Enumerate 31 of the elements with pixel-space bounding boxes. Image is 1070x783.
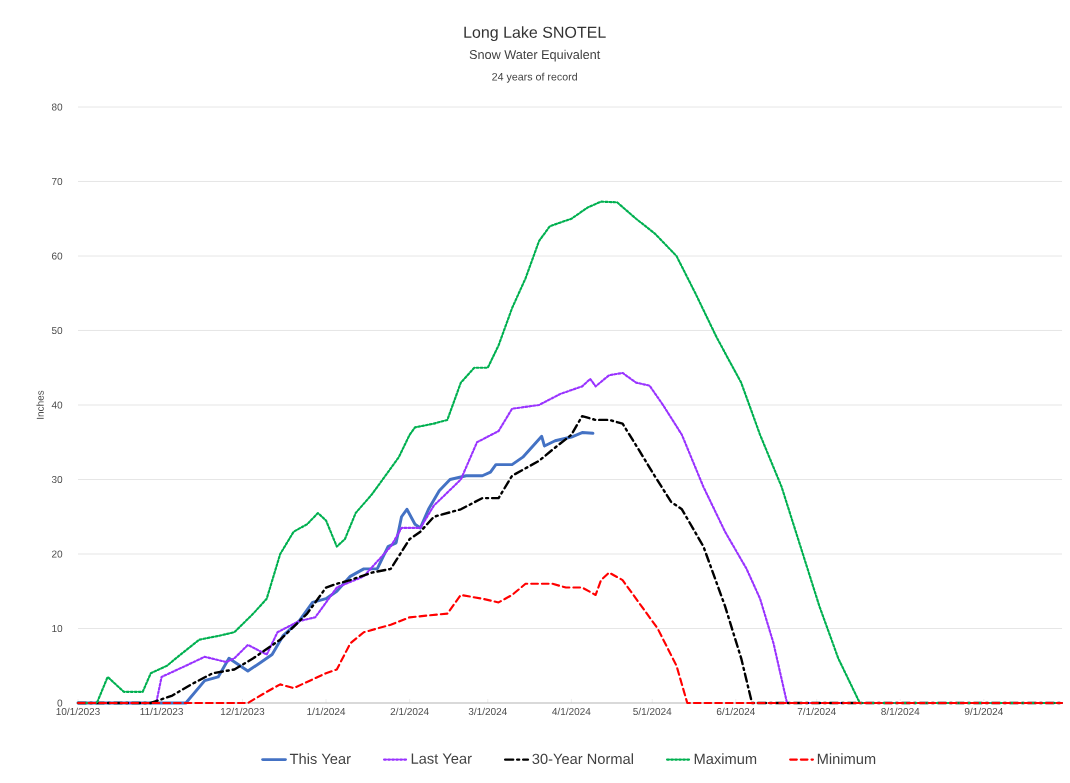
x-tick-label: 2/1/2024 — [390, 707, 429, 716]
x-tick-label: 7/1/2024 — [797, 707, 836, 716]
y-tick-label: 10 — [52, 624, 63, 633]
y-tick-label: 80 — [51, 103, 63, 111]
chart-title: Long Lake SNOTEL — [464, 26, 606, 42]
x-tick-label: 6/1/2024 — [716, 707, 755, 716]
text: 24 years of record — [492, 72, 577, 83]
legend-label: Last Year — [411, 753, 472, 764]
y-tick-label: 0 — [57, 699, 63, 707]
x-tick-label: 8/1/2024 — [881, 707, 920, 716]
y-tick-label: 60 — [52, 252, 63, 260]
y-axis-title: Inches — [36, 390, 44, 419]
y-tick-label: 20 — [52, 550, 63, 558]
x-tick-label: 1/1/2024 — [307, 707, 346, 716]
y-tick-label: 70 — [52, 177, 63, 186]
y-tick-label: 30 — [51, 475, 63, 484]
x-tick-label: 3/1/2024 — [468, 707, 507, 716]
line-series — [76, 571, 1064, 705]
y-tick-label: 50 — [51, 326, 63, 335]
legend-label: This Year — [289, 753, 351, 765]
x-tick-label: 10/1/2023 — [56, 707, 100, 716]
x-tick-label: 12/1/2023 — [220, 707, 265, 716]
y-tick-label: 40 — [51, 401, 63, 409]
x-tick-label: 4/1/2024 — [552, 707, 591, 716]
chart-subtitle: Snow Water Equivalent — [469, 49, 601, 62]
x-tick-label: 11/1/2023 — [140, 707, 184, 716]
legend-label: Minimum — [817, 753, 876, 765]
x-tick-label: 9/1/2024 — [964, 707, 1003, 716]
legend-label: Maximum — [694, 753, 757, 765]
legend-label: 30-Year Normal — [532, 753, 633, 765]
x-tick-label: 5/1/2024 — [633, 707, 672, 716]
